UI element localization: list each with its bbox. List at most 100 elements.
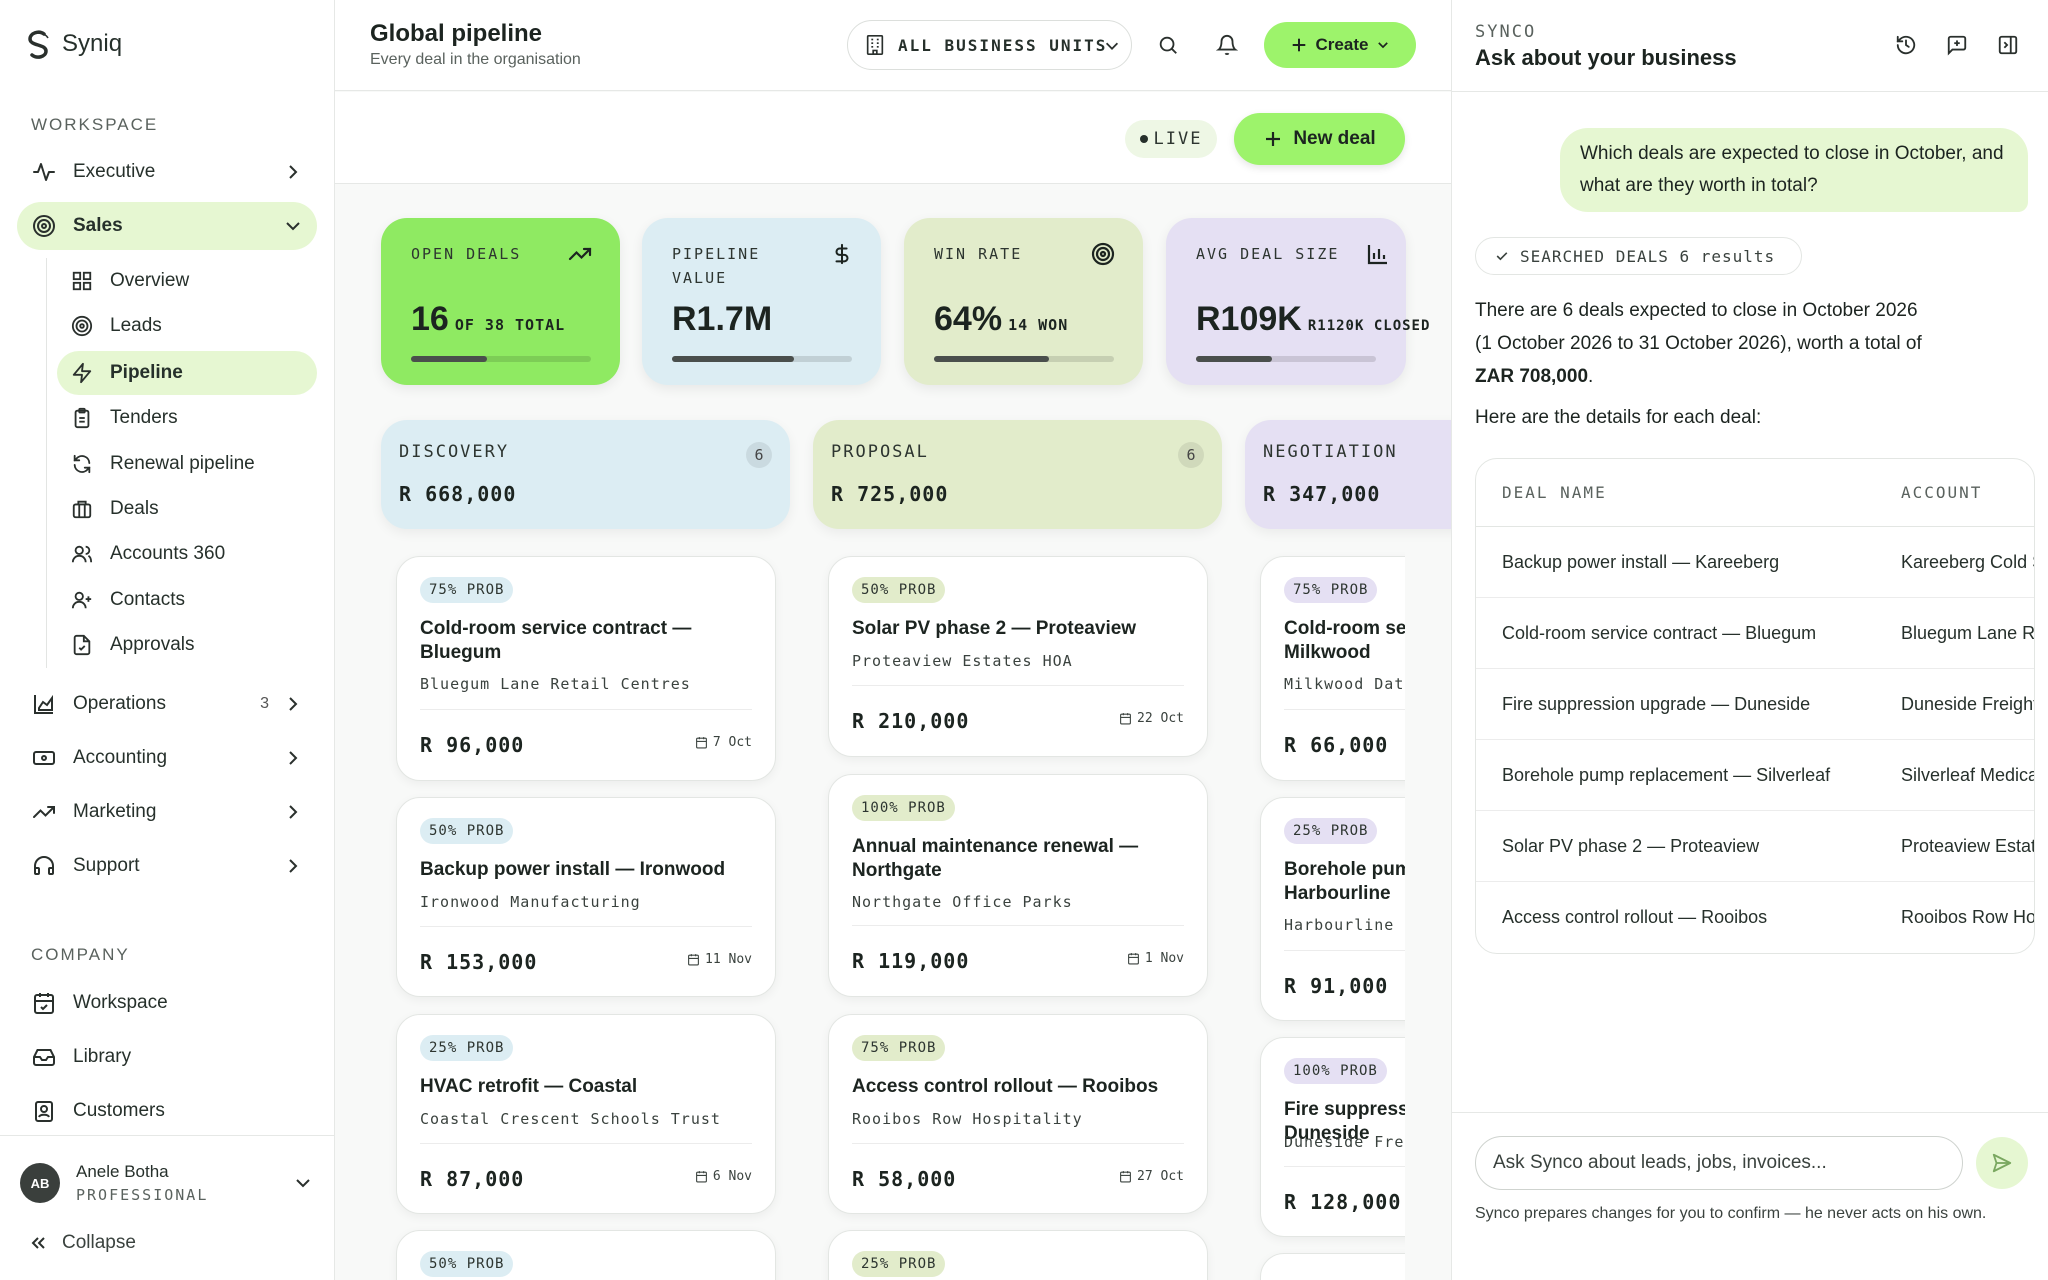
answer-period: .: [1588, 366, 1594, 387]
card-divider: [1284, 709, 1405, 710]
deal-card[interactable]: [1260, 1253, 1405, 1280]
sub-renewal-pipeline[interactable]: Renewal pipeline: [57, 442, 317, 486]
sub-leads[interactable]: Leads: [57, 304, 317, 348]
deal-name-cell: Borehole pump replacement — Silverleaf: [1502, 764, 1831, 785]
table-row[interactable]: Backup power install — Kareeberg Kareebe…: [1476, 527, 2034, 598]
answer-line: There are 6 deals expected to close in O…: [1475, 300, 1918, 321]
deal-amount: R 87,000: [420, 1167, 525, 1191]
deal-card[interactable]: 100% PROB Fire suppression upgrade — Dun…: [1260, 1037, 1405, 1237]
business-unit-select[interactable]: ALL BUSINESS UNITS: [847, 20, 1132, 70]
chevron-right-icon: [283, 162, 303, 182]
stage-discovery[interactable]: DISCOVERY 6 R 668,000: [381, 420, 790, 529]
deal-card[interactable]: 75% PROB Cold-room service contract — Mi…: [1260, 556, 1405, 781]
table-row[interactable]: Cold-room service contract — Bluegum Blu…: [1476, 598, 2034, 669]
probability-badge: 50% PROB: [420, 818, 514, 844]
history-icon: [1895, 34, 1917, 56]
bar-chart-icon: [1366, 242, 1390, 266]
calendar-icon: [695, 736, 708, 749]
activity-icon: [31, 159, 57, 185]
chevron-down-icon: [1103, 37, 1121, 55]
nav-customers[interactable]: Customers: [17, 1087, 317, 1135]
column-header[interactable]: ACCOUNT: [1901, 483, 1983, 502]
collapse-button[interactable]: Collapse: [28, 1232, 136, 1254]
deal-card[interactable]: 50% PROB Backup power install — Ironwood…: [396, 797, 776, 997]
app-logo[interactable]: Syniq: [22, 28, 122, 60]
nav-library[interactable]: Library: [17, 1033, 317, 1081]
deal-card[interactable]: 25% PROB Borehole pump replacement — Har…: [1260, 797, 1405, 1021]
user-info: Anele Botha PROFESSIONAL: [76, 1162, 208, 1204]
table-row[interactable]: Borehole pump replacement — Silverleaf S…: [1476, 740, 2034, 811]
send-button[interactable]: [1976, 1137, 2028, 1189]
deal-title: Borehole pump replacement — Harbourline: [1284, 859, 1405, 904]
nav-sales[interactable]: Sales: [17, 202, 317, 250]
sub-accounts-360[interactable]: Accounts 360: [57, 532, 317, 576]
chevron-down-icon: [293, 1173, 313, 1193]
nav-executive[interactable]: Executive: [17, 148, 317, 196]
toggle-panel-button[interactable]: [1988, 25, 2028, 65]
deal-close-date: 22 Oct: [1119, 711, 1184, 726]
sub-pipeline[interactable]: Pipeline: [57, 351, 317, 395]
sub-contacts[interactable]: Contacts: [57, 578, 317, 622]
card-divider: [1284, 950, 1405, 951]
create-button[interactable]: Create: [1264, 22, 1416, 68]
probability-badge: 25% PROB: [852, 1251, 946, 1277]
negotiation-column: 75% PROB Cold-room service contract — Mi…: [1245, 545, 1405, 1280]
collapse-label: Collapse: [62, 1232, 136, 1253]
deal-title: Solar PV phase 2 — Proteaview: [852, 618, 1137, 639]
kpi-label: WIN RATE: [934, 245, 1023, 263]
users-icon: [70, 542, 94, 566]
stage-proposal[interactable]: PROPOSAL 6 R 725,000: [813, 420, 1222, 529]
new-chat-button[interactable]: [1937, 25, 1977, 65]
user-menu[interactable]: AB Anele Botha PROFESSIONAL: [0, 1135, 335, 1230]
calendar-icon: [1119, 712, 1132, 725]
deal-card[interactable]: 100% PROB Annual maintenance renewal — N…: [828, 774, 1208, 997]
deal-card[interactable]: 25% PROB HVAC retrofit — Coastal Coastal…: [396, 1014, 776, 1214]
probability-badge: 100% PROB: [852, 795, 955, 821]
card-divider: [420, 1143, 752, 1144]
workspace-section-label: WORKSPACE: [31, 115, 159, 134]
deal-account: Harbourline Ports: [1284, 916, 1405, 934]
column-header[interactable]: DEAL NAME: [1502, 483, 1607, 502]
nav-workspace[interactable]: Workspace: [17, 979, 317, 1027]
sub-deals[interactable]: Deals: [57, 487, 317, 531]
nav-support[interactable]: Support: [17, 842, 317, 890]
search-button[interactable]: [1148, 25, 1188, 65]
calendar-icon: [1127, 952, 1140, 965]
table-row[interactable]: Solar PV phase 2 — Proteaview Proteaview…: [1476, 811, 2034, 882]
deal-card[interactable]: 75% PROB Cold-room service contract — Bl…: [396, 556, 776, 781]
chevrons-left-icon: [28, 1233, 48, 1253]
chat-input[interactable]: Ask Synco about leads, jobs, invoices...: [1475, 1136, 1963, 1190]
notifications-button[interactable]: [1207, 25, 1247, 65]
nav-marketing[interactable]: Marketing: [17, 788, 317, 836]
tool-call-badge[interactable]: SEARCHED DEALS 6 results: [1475, 237, 1802, 275]
deal-account: Rooibos Row Hospitality: [852, 1110, 1083, 1128]
kpi-suffix: R1120K CLOSED: [1307, 318, 1431, 334]
deal-card[interactable]: 50% PROB Solar PV phase 2 — Proteaview P…: [828, 556, 1208, 757]
history-button[interactable]: [1886, 25, 1926, 65]
deal-account: Ironwood Manufacturing: [420, 893, 641, 911]
syniq-logo-icon: [28, 30, 49, 59]
probability-badge: 75% PROB: [852, 1035, 946, 1061]
probability-badge: 50% PROB: [852, 577, 946, 603]
nav-accounting[interactable]: Accounting: [17, 734, 317, 782]
kpi-progress-fill: [672, 356, 795, 362]
kpi-value-wrap: R109K R1120K CLOSED: [1196, 300, 1430, 339]
deal-card[interactable]: 75% PROB Access control rollout — Rooibo…: [828, 1014, 1208, 1214]
calendar-icon: [687, 953, 700, 966]
stage-negotiation[interactable]: NEGOTIATION R 347,000: [1245, 420, 1451, 529]
deal-amount: R 210,000: [852, 709, 970, 733]
sub-tenders[interactable]: Tenders: [57, 396, 317, 440]
nav-operations[interactable]: Operations 3: [17, 680, 317, 728]
table-row[interactable]: Fire suppression upgrade — Duneside Dune…: [1476, 669, 2034, 740]
deal-account: Milkwood Data Centres: [1284, 675, 1405, 693]
sub-label: Renewal pipeline: [110, 453, 255, 474]
kpi-open-deals: OPEN DEALS 16 OF 38 TOTAL: [381, 218, 620, 385]
deal-title: Annual maintenance renewal — Northgate: [852, 836, 1139, 881]
sub-approvals[interactable]: Approvals: [57, 623, 317, 667]
deal-card[interactable]: 50% PROB: [396, 1230, 776, 1280]
new-deal-button[interactable]: New deal: [1234, 113, 1405, 165]
table-row[interactable]: Access control rollout — Rooibos Rooibos…: [1476, 882, 2034, 953]
sub-overview[interactable]: Overview: [57, 259, 317, 303]
probability-badge: 50% PROB: [420, 1251, 514, 1277]
deal-card[interactable]: 25% PROB: [828, 1230, 1208, 1280]
